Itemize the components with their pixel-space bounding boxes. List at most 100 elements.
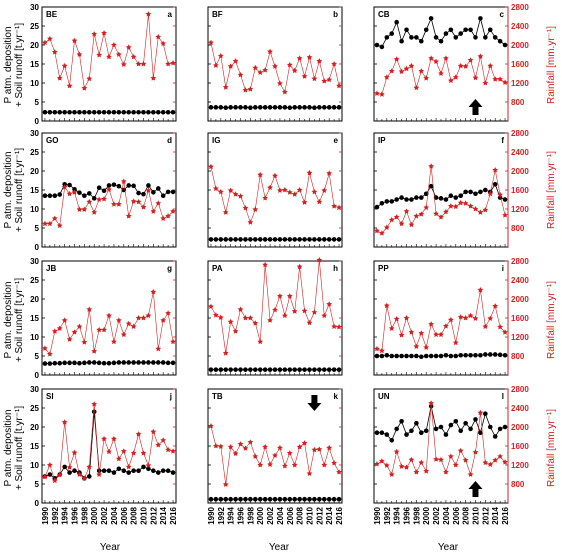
p-deposition-point: [72, 109, 77, 115]
rainfall-point: [423, 344, 430, 350]
p-deposition-point: [492, 352, 498, 357]
p-deposition-point: [213, 105, 219, 110]
p-deposition-point: [238, 367, 243, 372]
rainfall-point: [170, 60, 176, 66]
rainfall-point: [374, 227, 380, 234]
rainfall-point: [242, 87, 249, 93]
p-deposition-point: [213, 237, 219, 242]
p-deposition-point: [414, 35, 419, 40]
p-deposition-point: [433, 353, 439, 359]
p-deposition-point: [208, 496, 214, 502]
p-deposition-point: [223, 496, 229, 502]
y-left-tick-label: 20: [30, 167, 39, 176]
p-deposition-point: [478, 430, 483, 436]
panel-letter: j: [169, 392, 172, 401]
panel-code: UN: [378, 392, 390, 401]
p-deposition-point: [443, 432, 449, 437]
rainfall-point: [286, 450, 293, 456]
p-deposition-point: [478, 352, 483, 358]
rainfall-point: [71, 449, 78, 456]
rainfall-point: [66, 336, 73, 342]
rainfall-point: [76, 206, 83, 212]
p-deposition-point: [384, 432, 390, 437]
x-tick-label: 2014: [491, 506, 500, 524]
p-deposition-point: [136, 468, 141, 474]
p-deposition-point: [96, 109, 102, 115]
p-deposition-point: [394, 19, 399, 25]
rainfall-point: [56, 222, 63, 229]
arrow-down-icon: [307, 395, 322, 411]
p-deposition-point: [228, 496, 233, 502]
rainfall-point: [492, 303, 499, 309]
y-left-tick-label: 5: [35, 480, 40, 489]
p-deposition-point: [433, 35, 439, 40]
p-deposition-point: [374, 42, 380, 48]
p-deposition-point: [423, 27, 429, 33]
p-deposition-point: [262, 105, 268, 110]
y-left-label-line1: P atm. deposition: [3, 26, 14, 103]
y-right-label: Rainfall [mm.yr⁻¹]: [546, 409, 557, 487]
rainfall-point: [447, 316, 454, 323]
p-deposition-point: [492, 35, 498, 40]
p-deposition-point: [57, 109, 63, 115]
rainfall-point: [247, 315, 254, 321]
p-deposition-point: [151, 109, 156, 115]
p-deposition-point: [126, 183, 132, 188]
x-tick-label: 2004: [442, 506, 451, 524]
rainfall-point: [115, 455, 122, 462]
p-deposition-point: [111, 470, 117, 475]
p-deposition-point: [52, 193, 58, 198]
rainfall-point: [272, 452, 278, 458]
y-right-tick-label: 800: [511, 224, 525, 233]
p-deposition-point: [463, 420, 468, 426]
rainfall-point: [51, 215, 58, 221]
rainfall-point: [418, 211, 425, 217]
p-deposition-point: [502, 424, 508, 430]
rainfall-point: [125, 320, 132, 327]
rainfall-point: [374, 345, 380, 352]
p-deposition-point: [326, 367, 332, 372]
p-deposition-point: [228, 367, 233, 372]
p-deposition-point: [428, 353, 434, 359]
rainfall-point: [272, 306, 278, 313]
panel-letter: d: [167, 136, 172, 145]
y-left-tick-label: 30: [30, 129, 39, 138]
panel-be: 0 5 10 15 20 25 30 BE a: [30, 3, 177, 126]
p-deposition-point: [218, 367, 224, 372]
p-deposition-point: [208, 105, 214, 110]
rainfall-point: [482, 459, 489, 466]
rainfall-point: [262, 195, 269, 201]
p-deposition-point: [136, 109, 141, 115]
p-deposition-point: [101, 360, 107, 366]
svg-text:+ Soil runoff [t.yr⁻¹]: + Soil runoff [t.yr⁻¹]: [14, 148, 25, 233]
rainfall-point: [277, 80, 283, 86]
x-tick-label: 1992: [217, 506, 226, 524]
p-deposition-point: [277, 105, 283, 110]
svg-text:P atm. deposition: P atm. deposition: [3, 26, 14, 103]
y-left-tick-label: 25: [30, 22, 39, 31]
p-deposition-point: [409, 353, 414, 359]
p-deposition-point: [77, 360, 82, 366]
p-deposition-point: [126, 109, 132, 115]
rainfall-point: [321, 187, 328, 193]
y-right-tick-label: 1200: [511, 79, 529, 88]
panel-pa: PA h: [207, 257, 343, 376]
p-deposition-point: [468, 27, 473, 33]
x-tick-label: 1994: [393, 506, 402, 524]
x-tick-label: 2006: [120, 506, 129, 524]
p-deposition-point: [257, 367, 263, 372]
p-deposition-point: [384, 352, 390, 358]
rainfall-point: [111, 435, 117, 442]
p-deposition-point: [317, 367, 322, 372]
p-deposition-point: [96, 185, 102, 191]
p-deposition-point: [497, 426, 503, 432]
rainfall-point: [487, 62, 494, 69]
p-deposition-point: [331, 105, 337, 110]
p-deposition-point: [473, 352, 478, 358]
p-deposition-point: [502, 42, 508, 48]
panel-code: BF: [212, 10, 223, 19]
p-deposition-point: [379, 201, 385, 206]
x-tick-label: 1998: [80, 506, 89, 524]
rainfall-point: [160, 40, 167, 47]
rainfall-point: [262, 67, 269, 73]
